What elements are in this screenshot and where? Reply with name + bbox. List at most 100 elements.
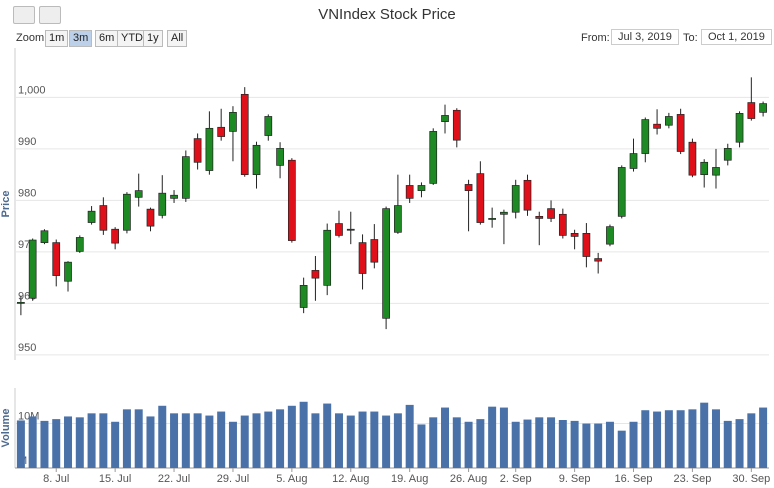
x-tick-label: 2. Sep	[500, 473, 532, 485]
volume-bar	[134, 409, 143, 468]
volume-bar	[287, 405, 296, 468]
candle-body	[511, 185, 520, 213]
candle-body	[311, 270, 320, 279]
x-tick-label: 22. Jul	[158, 473, 190, 485]
x-tick-label: 30. Sep	[732, 473, 770, 485]
candle-body	[653, 123, 661, 129]
y-tick-label: 990	[18, 136, 36, 148]
range-button[interactable]: YTD	[117, 30, 147, 47]
print-button[interactable]	[39, 6, 61, 24]
candle-body	[594, 258, 603, 262]
candle-body	[429, 131, 438, 184]
candle-body	[28, 239, 37, 299]
candle-body	[358, 242, 367, 274]
x-tick-label: 16. Sep	[615, 473, 653, 485]
x-tick-label: 26. Aug	[450, 473, 487, 485]
candle-body	[417, 185, 426, 191]
volume-bar	[747, 413, 756, 468]
volume-bar	[641, 410, 650, 468]
volume-bar	[570, 420, 579, 468]
volume-bar	[382, 415, 391, 468]
volume-bar	[240, 415, 249, 468]
candle-body	[676, 114, 685, 152]
volume-bar	[64, 416, 73, 468]
candle-body	[759, 103, 767, 113]
volume-bar	[181, 413, 190, 468]
x-tick-label: 19. Aug	[391, 473, 428, 485]
y-axis-title: Price	[0, 191, 12, 218]
volume-bar	[146, 416, 155, 468]
volume-bar	[40, 420, 49, 468]
volume-bar	[111, 421, 120, 468]
range-button[interactable]: All	[167, 30, 188, 47]
volume-bar	[759, 407, 768, 468]
volume-bar	[558, 420, 567, 468]
candle-body	[335, 223, 343, 236]
range-button[interactable]: 1y	[143, 30, 163, 47]
candle-body	[323, 229, 332, 286]
volume-bar	[193, 413, 202, 468]
y-tick-label: 1,000	[18, 84, 46, 96]
from-input[interactable]: Jul 3, 2019	[611, 29, 679, 45]
candle-body	[547, 208, 555, 219]
x-tick-label: 8. Jul	[43, 473, 69, 485]
to-label: To:	[683, 32, 698, 44]
volume-bar	[723, 420, 732, 468]
range-button[interactable]: 6m	[95, 30, 119, 47]
candle-body	[146, 208, 155, 227]
candle-body	[665, 116, 673, 126]
candle-body	[346, 228, 355, 231]
candle-body	[170, 194, 178, 199]
volume-bar	[464, 421, 473, 468]
to-input[interactable]: Oct 1, 2019	[701, 29, 772, 45]
candle-body	[641, 119, 650, 154]
range-button[interactable]: 3m	[69, 30, 93, 47]
candle-body	[735, 113, 744, 143]
volume-bar	[594, 423, 603, 468]
candle-body	[606, 226, 614, 245]
volume-bar	[358, 411, 367, 468]
candle-body	[134, 190, 143, 198]
volume-bar	[476, 419, 485, 468]
volume-bar	[346, 415, 355, 468]
candle-body	[582, 232, 591, 257]
candle-body	[747, 102, 756, 119]
volume-bar	[488, 406, 497, 468]
volume-bar	[170, 413, 179, 468]
y-tick-label: 950	[18, 342, 36, 354]
volume-bar	[393, 413, 402, 468]
volume-bar	[676, 410, 685, 468]
x-tick-label: 29. Jul	[217, 473, 249, 485]
candle-body	[181, 156, 190, 199]
volume-bar	[441, 407, 450, 468]
candle-body	[723, 148, 732, 161]
volume-bar	[547, 417, 556, 468]
volume-bar	[429, 417, 438, 468]
range-button[interactable]: 1m	[45, 30, 69, 47]
download-button[interactable]	[13, 6, 35, 24]
volume-bar	[582, 423, 591, 468]
candle-body	[712, 167, 720, 176]
volume-bar	[276, 409, 285, 468]
candle-body	[452, 109, 461, 141]
candle-body	[500, 211, 508, 215]
volume-bar	[28, 416, 37, 468]
candle-body	[617, 167, 626, 217]
candle-body	[87, 210, 96, 223]
volume-bar	[499, 407, 508, 468]
volume-bar	[311, 413, 320, 468]
x-tick-label: 9. Sep	[559, 473, 591, 485]
candle-body	[52, 242, 61, 276]
volume-bar	[87, 413, 96, 468]
volume-bar	[264, 411, 273, 468]
candle-body	[229, 112, 237, 132]
volume-bar	[700, 402, 709, 468]
volume-bar	[16, 420, 25, 468]
candle-body	[535, 216, 544, 219]
volume-bar	[217, 411, 226, 468]
volume-axis-title: Volume	[0, 409, 12, 448]
candle-body	[405, 185, 414, 199]
volume-bar	[629, 421, 638, 468]
volume-bar	[158, 405, 167, 468]
candle-body	[523, 179, 532, 211]
